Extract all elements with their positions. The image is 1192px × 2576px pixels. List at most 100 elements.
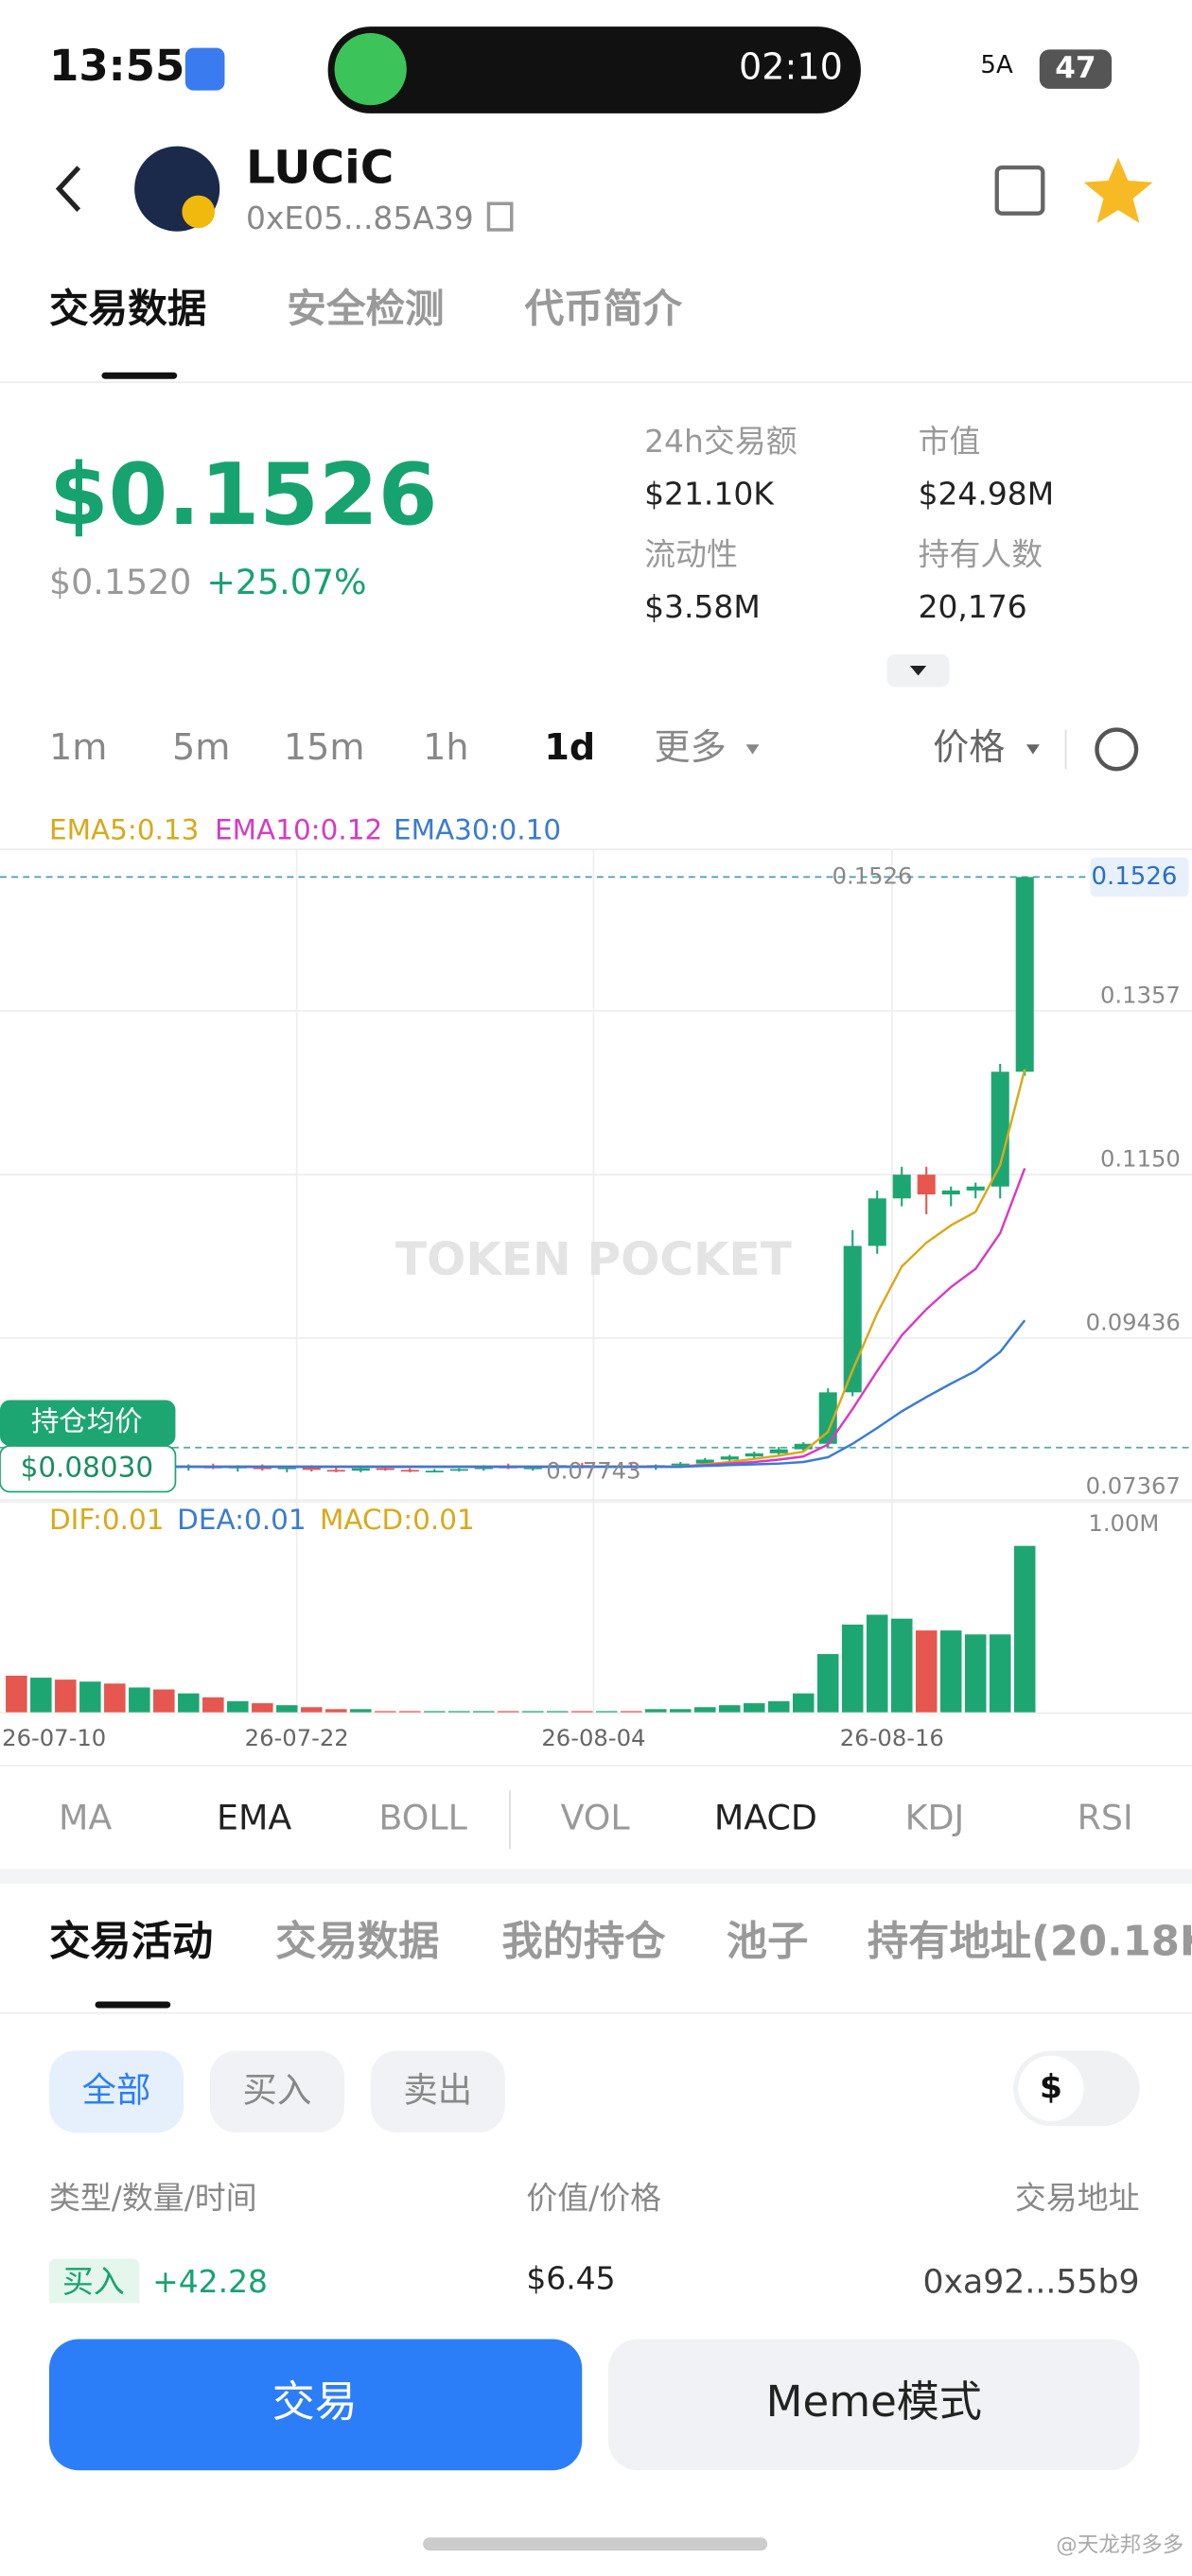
back-button[interactable] bbox=[55, 165, 81, 212]
current-price: $0.1526 bbox=[49, 445, 437, 545]
volume-bar bbox=[252, 1703, 273, 1714]
volume-bar bbox=[890, 1618, 913, 1714]
status-time: 13:55 bbox=[49, 41, 184, 91]
settings-icon[interactable] bbox=[1095, 727, 1139, 772]
candle-body bbox=[990, 1071, 1009, 1187]
trade-value: $6.45 bbox=[526, 2260, 615, 2297]
volume-bar bbox=[547, 1711, 569, 1714]
candle-body bbox=[941, 1190, 960, 1195]
volume-bar bbox=[841, 1624, 864, 1714]
tab[interactable]: 代币简介 bbox=[524, 286, 683, 332]
token-address[interactable]: 0xE05...85A39 bbox=[246, 200, 474, 236]
button-label: Meme模式 bbox=[766, 2376, 982, 2427]
volume-bar bbox=[104, 1683, 126, 1714]
tab[interactable]: 安全检测 bbox=[287, 286, 444, 332]
share-icon[interactable] bbox=[994, 165, 1045, 216]
candle-body bbox=[351, 1468, 370, 1471]
filter-chip[interactable] bbox=[209, 2050, 344, 2133]
volume-bar bbox=[792, 1693, 815, 1714]
stat-value: 20,176 bbox=[919, 588, 1027, 625]
filter-chip[interactable] bbox=[48, 2050, 184, 2133]
filter-label: 买入 bbox=[243, 2069, 312, 2110]
candle-body bbox=[868, 1198, 886, 1246]
indicator-tab[interactable]: MACD bbox=[714, 1798, 817, 1838]
candle-body bbox=[277, 1467, 296, 1470]
copy-icon[interactable] bbox=[486, 201, 514, 232]
activity-tab[interactable]: 持有地址(20.18K bbox=[868, 1918, 1192, 1965]
candle-body bbox=[695, 1459, 714, 1464]
stat-label: 24h交易额 bbox=[644, 423, 797, 460]
x-tick-label: 26-08-16 bbox=[840, 1724, 944, 1751]
activity-tab[interactable]: 我的持仓 bbox=[501, 1918, 666, 1965]
volume-max: 1.00M bbox=[1088, 1509, 1159, 1537]
favorite-star[interactable] bbox=[1083, 157, 1153, 224]
macd-label: DIF:0.01 bbox=[49, 1504, 165, 1536]
activity-tab[interactable]: 池子 bbox=[727, 1918, 809, 1965]
indicator-tab[interactable]: VOL bbox=[561, 1798, 631, 1838]
volume-bar bbox=[596, 1711, 618, 1714]
price-change: +25.07% bbox=[206, 562, 366, 602]
column-header: 价值/价格 bbox=[526, 2180, 661, 2217]
volume-bar bbox=[693, 1707, 716, 1714]
volume-bar bbox=[866, 1614, 888, 1714]
volume-bar bbox=[227, 1701, 249, 1714]
ema-line bbox=[16, 1319, 1026, 1469]
price-mode[interactable]: 价格 bbox=[933, 726, 1005, 768]
expand-arrow bbox=[909, 666, 927, 676]
volume-bar bbox=[473, 1711, 495, 1714]
interval[interactable]: 1h bbox=[423, 726, 468, 768]
cost-value: $0.08030 bbox=[21, 1452, 154, 1484]
candle-body bbox=[671, 1463, 690, 1466]
volume-bar bbox=[30, 1678, 52, 1714]
y-tick-label: 0.09436 bbox=[1086, 1308, 1181, 1335]
volume-bar bbox=[522, 1711, 544, 1714]
volume-bar bbox=[375, 1711, 396, 1714]
network: 5A bbox=[980, 51, 1013, 79]
cost-tag-bottom bbox=[0, 1445, 177, 1493]
indicator-tab[interactable]: BOLL bbox=[378, 1798, 467, 1838]
call-time: 02:10 bbox=[739, 46, 843, 88]
volume-bar bbox=[669, 1709, 692, 1714]
candle-body bbox=[302, 1467, 321, 1471]
token-name: LUCiC bbox=[246, 142, 394, 195]
tab[interactable]: 交易数据 bbox=[49, 286, 206, 332]
volume-bar bbox=[718, 1705, 741, 1714]
tab-indicator bbox=[101, 372, 178, 379]
call-pill bbox=[327, 26, 861, 113]
call-icon bbox=[334, 33, 407, 106]
indicator-tab[interactable]: MA bbox=[59, 1798, 112, 1838]
volume-bar bbox=[816, 1654, 839, 1714]
candle-body bbox=[843, 1245, 862, 1393]
filter-label: 卖出 bbox=[403, 2069, 472, 2110]
indicator-tab[interactable]: KDJ bbox=[905, 1798, 965, 1838]
activity-tab[interactable]: 交易活动 bbox=[49, 1918, 213, 1965]
candle-body bbox=[326, 1470, 345, 1472]
volume-bar bbox=[153, 1689, 175, 1714]
filter-label: 全部 bbox=[82, 2069, 151, 2110]
meme-button[interactable] bbox=[607, 2339, 1140, 2471]
ema-label: EMA5:0.13 bbox=[49, 814, 199, 846]
interval[interactable]: 更多 bbox=[655, 726, 727, 768]
indicator-tab[interactable]: EMA bbox=[217, 1798, 291, 1838]
interval[interactable]: 15m bbox=[284, 726, 365, 768]
interval[interactable]: 5m bbox=[172, 726, 230, 768]
x-tick-label: 26-07-22 bbox=[245, 1724, 349, 1751]
price-mode-arrow bbox=[1025, 744, 1040, 755]
interval[interactable]: 1d bbox=[544, 726, 595, 768]
volume-bar bbox=[129, 1687, 150, 1714]
filter-chip[interactable] bbox=[370, 2050, 505, 2133]
volume-bar bbox=[79, 1681, 101, 1714]
trade-button[interactable] bbox=[48, 2339, 583, 2471]
candle-body bbox=[449, 1469, 468, 1471]
candle-body bbox=[1015, 877, 1034, 1072]
battery bbox=[1039, 49, 1113, 89]
candle-body bbox=[400, 1470, 419, 1472]
activity-tab[interactable]: 交易数据 bbox=[275, 1918, 439, 1965]
volume-bar bbox=[350, 1709, 372, 1714]
interval[interactable]: 1m bbox=[49, 726, 107, 768]
indicator-tab[interactable]: RSI bbox=[1078, 1798, 1133, 1838]
button-label: 交易 bbox=[272, 2376, 358, 2427]
macd-label: MACD:0.01 bbox=[320, 1504, 475, 1536]
